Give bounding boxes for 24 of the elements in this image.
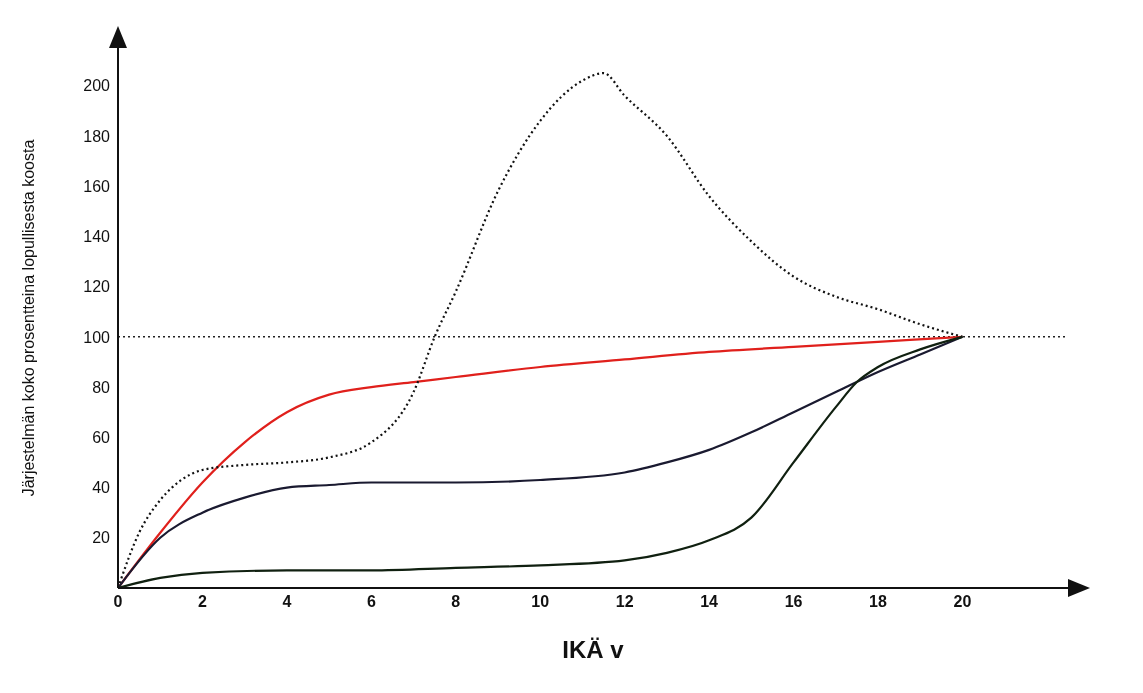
x-tick-label: 18 <box>869 593 887 611</box>
y-tick-label: 100 <box>83 328 111 346</box>
x-tick-label: 20 <box>953 593 972 611</box>
x-tick-label: 12 <box>615 593 634 611</box>
line-series <box>118 335 964 588</box>
y-tick-label: 40 <box>92 479 111 497</box>
x-axis-title: IKÄ v <box>562 636 625 663</box>
y-tick-label: 160 <box>83 177 111 195</box>
y-tick-label: 180 <box>83 127 111 145</box>
x-tick-label: 6 <box>366 593 376 611</box>
y-tick-label: 80 <box>92 378 111 396</box>
y-axis-title: Järjestelmän koko prosentteina lopullisesta koosta <box>19 139 37 497</box>
x-tick-label: 4 <box>282 593 292 611</box>
y-tick-label: 200 <box>83 77 111 95</box>
x-tick-label: 8 <box>451 593 461 611</box>
x-tick-label: 0 <box>113 593 123 611</box>
y-tick-label: 140 <box>83 228 111 246</box>
y-tick-label: 120 <box>83 278 111 296</box>
x-tick-label: 14 <box>700 593 719 611</box>
y-tick-label: 60 <box>92 428 111 446</box>
x-tick-label: 10 <box>531 593 550 611</box>
y-tick-label: 20 <box>92 529 111 547</box>
x-tick-label: 2 <box>197 593 207 611</box>
x-tick-label: 16 <box>784 593 803 611</box>
